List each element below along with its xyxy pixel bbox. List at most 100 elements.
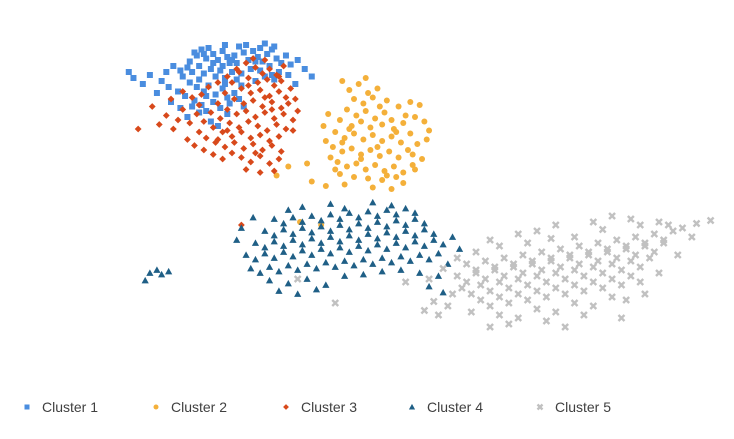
point-s4-116 xyxy=(425,282,433,290)
point-s1-31 xyxy=(217,67,224,74)
point-s5-56 xyxy=(542,278,551,286)
point-s3-49 xyxy=(237,128,245,136)
point-s1-59 xyxy=(146,72,153,78)
point-s4-65 xyxy=(289,252,297,260)
point-s1-94 xyxy=(196,76,203,83)
point-s5-85 xyxy=(636,278,645,286)
series-2 xyxy=(273,75,433,228)
point-s4-74 xyxy=(373,240,382,248)
point-s4-108 xyxy=(359,270,367,278)
legend-item-5[interactable]: Cluster 5 xyxy=(531,395,611,419)
point-s3-69 xyxy=(184,136,191,143)
point-s2-59 xyxy=(393,174,400,180)
point-s1-26 xyxy=(189,69,196,75)
point-s3-39 xyxy=(235,124,243,131)
point-s5-59 xyxy=(570,266,579,274)
point-s4-80 xyxy=(430,236,438,243)
point-s4-92 xyxy=(341,257,349,264)
point-s4-19 xyxy=(392,210,400,218)
legend-item-1[interactable]: Cluster 1 xyxy=(18,395,98,419)
point-s4-73 xyxy=(364,246,372,254)
point-s1-27 xyxy=(196,63,203,69)
point-s4-52 xyxy=(364,230,372,237)
point-s2-79 xyxy=(341,181,348,188)
point-s5-33 xyxy=(537,266,546,274)
legend-item-3[interactable]: Cluster 3 xyxy=(277,395,357,419)
point-s2-13 xyxy=(381,109,388,116)
legend-item-4[interactable]: Cluster 4 xyxy=(403,395,483,419)
point-s4-114 xyxy=(294,290,302,297)
point-s5-83 xyxy=(617,281,626,289)
point-s2-50 xyxy=(419,156,426,162)
point-s4-54 xyxy=(383,228,391,236)
point-s1-77 xyxy=(153,90,160,96)
point-s4-89 xyxy=(312,264,321,272)
point-s4-102 xyxy=(434,249,443,257)
point-s3-11 xyxy=(277,77,285,85)
point-s2-60 xyxy=(402,112,409,119)
point-s5-36 xyxy=(565,254,574,262)
point-s5-42 xyxy=(622,245,631,253)
point-s5-91 xyxy=(589,302,598,310)
point-s1-100 xyxy=(189,103,196,110)
point-s2-31 xyxy=(329,144,336,150)
point-s5-73 xyxy=(523,296,532,304)
point-s4-11 xyxy=(317,216,325,224)
point-s1-61 xyxy=(165,84,172,90)
point-s5-50 xyxy=(486,287,494,295)
point-s5-48 xyxy=(467,290,476,298)
point-s2-56 xyxy=(351,174,357,180)
point-s4-97 xyxy=(387,258,396,266)
point-s2-57 xyxy=(365,175,372,182)
point-s5-100 xyxy=(706,216,715,225)
point-s1-7 xyxy=(210,51,217,57)
point-s4-76 xyxy=(392,239,400,246)
point-s3-74 xyxy=(228,149,236,157)
legend-label-1: Cluster 1 xyxy=(42,399,99,415)
point-s4-7 xyxy=(280,219,288,227)
point-s5-27 xyxy=(481,275,490,283)
point-s2-17 xyxy=(358,118,365,125)
point-s5-113 xyxy=(429,297,438,306)
point-s1-42 xyxy=(170,63,177,69)
point-s1-93 xyxy=(271,43,278,50)
point-s2-89 xyxy=(412,166,418,173)
point-s4-112 xyxy=(434,272,443,279)
point-s1-87 xyxy=(261,40,268,47)
legend-item-2[interactable]: Cluster 2 xyxy=(147,395,227,419)
point-s2-34 xyxy=(358,151,365,158)
point-s4-124 xyxy=(455,245,464,252)
point-s1-83 xyxy=(301,66,308,72)
point-s2-15 xyxy=(336,117,343,123)
point-s1-98 xyxy=(203,93,210,99)
point-s4-84 xyxy=(265,263,274,270)
point-s5-13 xyxy=(575,242,584,250)
point-s5-87 xyxy=(514,314,523,322)
point-s2-10 xyxy=(353,112,360,119)
series-5 xyxy=(293,212,715,331)
point-s2-48 xyxy=(400,169,407,176)
point-s5-74 xyxy=(533,287,541,295)
point-s3-3 xyxy=(259,70,266,77)
point-s3-43 xyxy=(273,121,280,128)
point-s2-32 xyxy=(339,148,346,155)
point-s5-67 xyxy=(645,254,654,262)
point-s1-39 xyxy=(275,69,282,75)
point-s1-40 xyxy=(285,72,292,78)
point-s1-46 xyxy=(193,84,200,90)
point-s5-90 xyxy=(570,299,579,307)
point-s4-53 xyxy=(373,234,382,242)
point-s5-115 xyxy=(434,311,443,319)
point-s3-99 xyxy=(256,169,264,176)
point-s3-31 xyxy=(252,113,259,121)
point-s5-72 xyxy=(514,290,523,298)
point-s2-47 xyxy=(390,163,397,170)
point-s3-9 xyxy=(263,76,271,83)
point-s5-80 xyxy=(589,278,598,286)
point-s3-52 xyxy=(266,137,273,145)
point-s2-77 xyxy=(388,186,395,192)
point-s4-22 xyxy=(261,227,269,234)
point-s4-41 xyxy=(261,243,269,251)
point-s5-124 xyxy=(608,212,616,220)
point-s3-85 xyxy=(188,94,196,101)
